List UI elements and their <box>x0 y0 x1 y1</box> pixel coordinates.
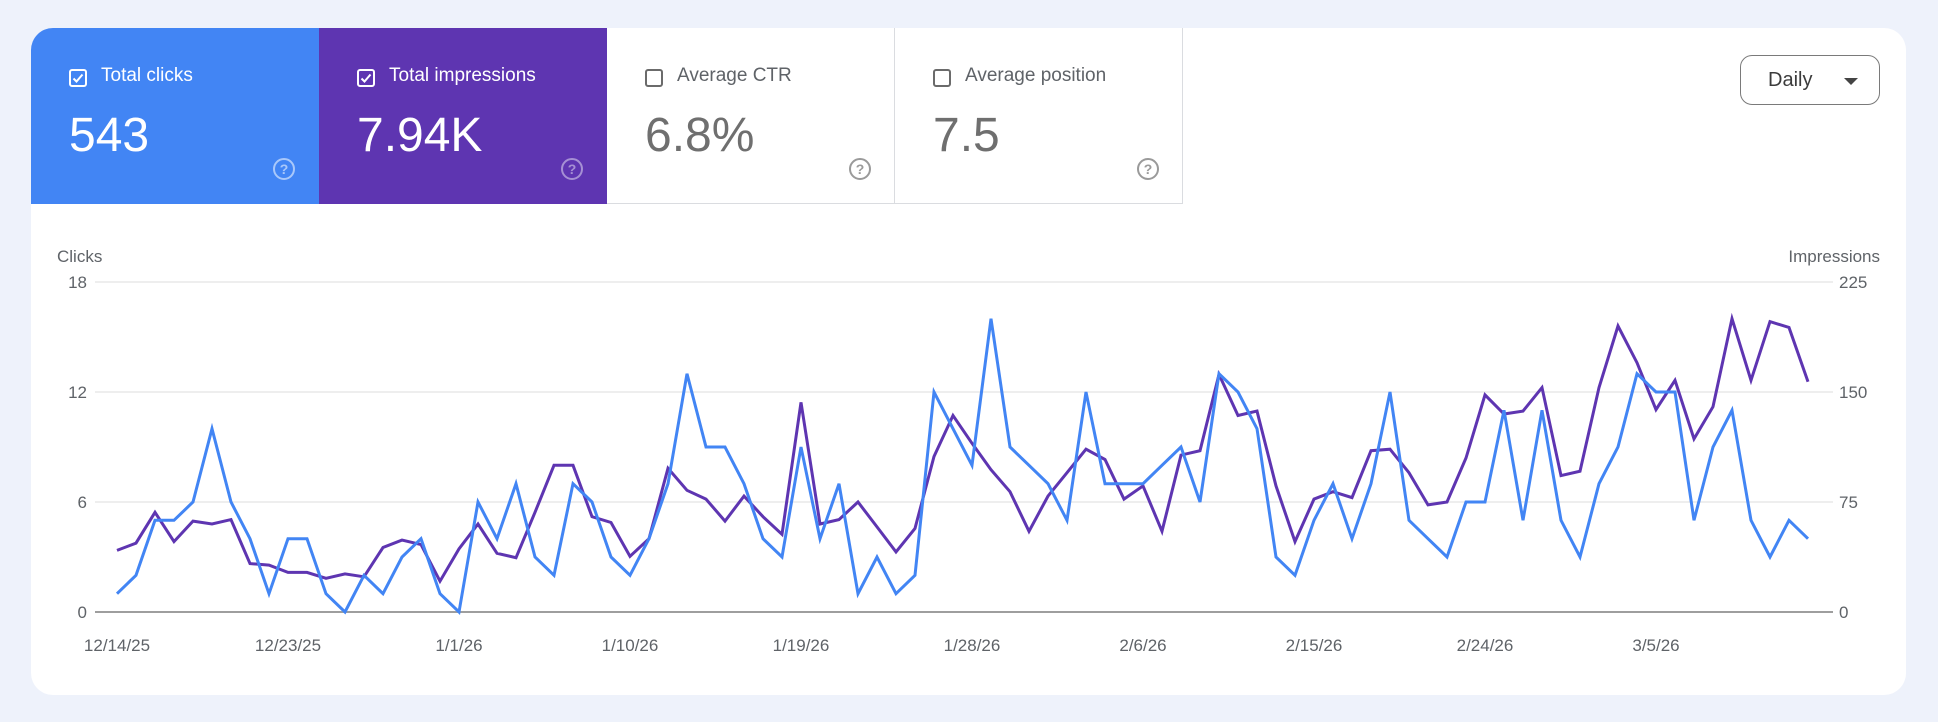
x-tick-label: 2/15/26 <box>1286 636 1343 655</box>
x-tick-label: 12/14/25 <box>84 636 150 655</box>
metric-tile-average-ctr[interactable]: Average CTR 6.8% ? <box>607 28 895 204</box>
x-tick-label: 1/28/26 <box>944 636 1001 655</box>
x-tick-label: 2/6/26 <box>1119 636 1166 655</box>
metric-value: 543 <box>69 109 150 162</box>
right-tick-label: 225 <box>1839 273 1867 292</box>
left-tick-label: 18 <box>68 273 87 292</box>
x-tick-label: 12/23/25 <box>255 636 321 655</box>
metric-label: Average position <box>965 65 1107 86</box>
help-icon[interactable]: ? <box>849 158 871 180</box>
x-tick-label: 1/1/26 <box>435 636 482 655</box>
granularity-dropdown[interactable]: Daily <box>1740 55 1880 105</box>
checkbox-checked-icon[interactable] <box>357 69 375 87</box>
checkbox-unchecked-icon[interactable] <box>933 69 951 87</box>
performance-card: Total clicks 543 ? Total impressions 7.9… <box>31 28 1906 695</box>
metric-label: Average CTR <box>677 65 792 86</box>
metric-value: 7.94K <box>357 109 483 162</box>
right-tick-label: 150 <box>1839 383 1867 402</box>
metric-value: 7.5 <box>933 109 1000 162</box>
checkbox-checked-icon[interactable] <box>69 69 87 87</box>
caret-down-icon <box>1844 78 1858 85</box>
checkbox-unchecked-icon[interactable] <box>645 69 663 87</box>
series-line-clicks <box>115 318 1810 616</box>
performance-chart: Clicks Impressions 0 6 12 18 0 75 150 225 12/14… <box>57 247 1880 655</box>
help-icon[interactable]: ? <box>273 158 295 180</box>
metric-value: 6.8% <box>645 109 755 162</box>
left-tick-label: 0 <box>78 603 87 622</box>
left-tick-label: 12 <box>68 383 87 402</box>
left-axis-title: Clicks <box>57 247 102 266</box>
x-tick-label: 3/5/26 <box>1632 636 1679 655</box>
help-icon[interactable]: ? <box>561 158 583 180</box>
metric-tile-total-impressions[interactable]: Total impressions 7.94K ? <box>319 28 607 204</box>
series-line-impressions <box>116 312 1810 585</box>
x-tick-label: 2/24/26 <box>1457 636 1514 655</box>
metric-tile-average-position[interactable]: Average position 7.5 ? <box>895 28 1183 204</box>
metric-label: Total clicks <box>101 65 193 86</box>
metric-tile-total-clicks[interactable]: Total clicks 543 ? <box>31 28 319 204</box>
x-tick-label: 1/19/26 <box>773 636 830 655</box>
help-icon[interactable]: ? <box>1137 158 1159 180</box>
granularity-selected: Daily <box>1768 69 1813 91</box>
x-tick-label: 1/10/26 <box>602 636 659 655</box>
metric-label: Total impressions <box>389 65 536 86</box>
right-axis-title: Impressions <box>1788 247 1880 266</box>
right-tick-label: 75 <box>1839 493 1858 512</box>
right-tick-label: 0 <box>1839 603 1848 622</box>
left-tick-label: 6 <box>78 493 87 512</box>
